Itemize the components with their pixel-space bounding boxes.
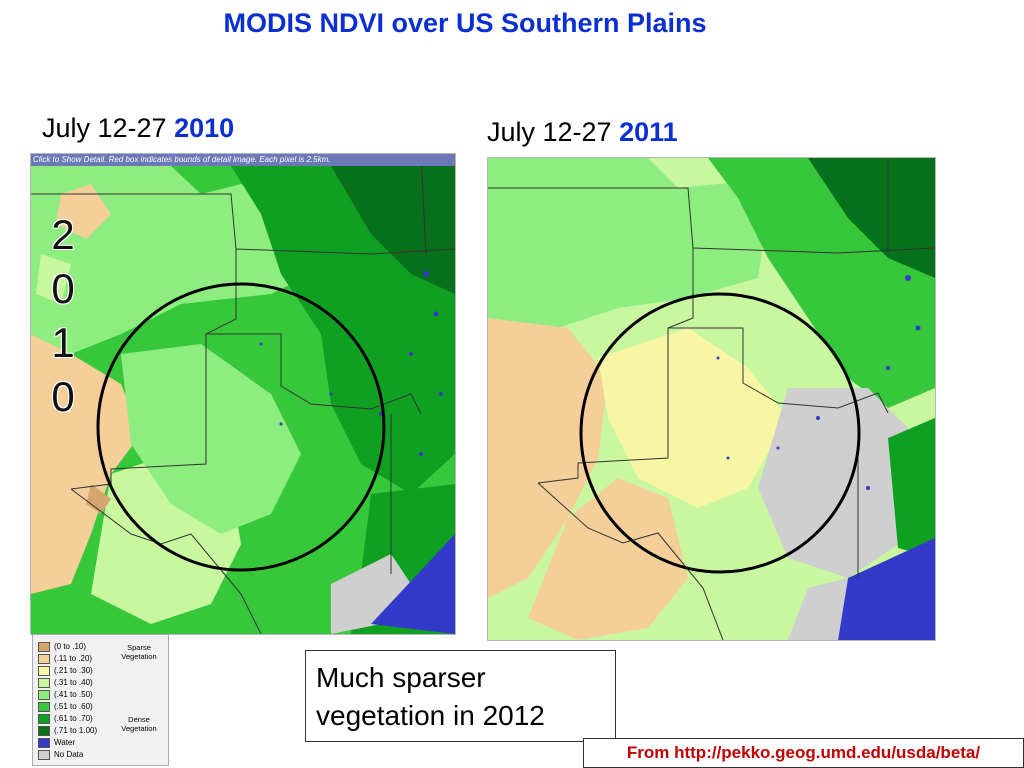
legend-item: No Data xyxy=(38,749,83,760)
legend-label: (.71 to 1.00) xyxy=(54,726,98,735)
ndvi-map-2010: Click to Show Detail. Red box indicates … xyxy=(30,153,456,635)
legend-label: (.61 to .70) xyxy=(54,714,93,723)
panel-date-2011: July 12-27 2011 xyxy=(487,117,678,148)
year-overlay-label: 2 0 1 0 xyxy=(46,208,80,424)
legend-swatch xyxy=(38,749,50,760)
legend-label: (.31 to .40) xyxy=(54,678,93,687)
legend-dense-label: Dense Vegetation xyxy=(121,715,157,733)
legend-item: (.11 to .20) xyxy=(38,653,92,664)
legend-item: (.51 to .60) xyxy=(38,701,93,712)
year-digit: 2 xyxy=(51,211,75,258)
legend-swatch xyxy=(38,737,50,748)
legend-swatch xyxy=(38,713,50,724)
panel-date-2010: July 12-27 2010 xyxy=(42,113,234,144)
legend-item: (.21 to .30) xyxy=(38,665,93,676)
legend-item: Water xyxy=(38,737,75,748)
legend-swatch xyxy=(38,725,50,736)
annotation-note: Much sparser vegetation in 2012 xyxy=(305,650,616,742)
date-range: July 12-27 xyxy=(42,113,167,143)
legend-label: (.11 to .20) xyxy=(54,654,93,663)
ndvi-legend: (0 to .10) (.11 to .20) (.21 to .30) (.31 t… xyxy=(32,634,169,766)
legend-label: (0 to .10) xyxy=(54,642,87,651)
legend-label: (.21 to .30) xyxy=(54,666,93,675)
map-caption-bar: Click to Show Detail. Red box indicates … xyxy=(31,154,455,166)
ndvi-map-2010-image xyxy=(31,154,455,634)
year-digit: 0 xyxy=(51,373,75,420)
legend-label: No Data xyxy=(54,750,84,759)
legend-swatch xyxy=(38,701,50,712)
legend-swatch xyxy=(38,665,50,676)
source-citation: From http://pekko.geog.umd.edu/usda/beta… xyxy=(583,738,1024,768)
legend-item: (.71 to 1.00) xyxy=(38,725,97,736)
ndvi-map-2011-image xyxy=(488,158,935,640)
ndvi-map-2011 xyxy=(487,157,936,641)
legend-swatch xyxy=(38,653,50,664)
year-digit: 0 xyxy=(51,265,75,312)
slide-title: MODIS NDVI over US Southern Plains xyxy=(223,8,707,38)
date-year: 2011 xyxy=(619,117,678,147)
year-digit: 1 xyxy=(51,319,75,366)
legend-swatch xyxy=(38,677,50,688)
legend-sparse-label: Sparse Vegetation xyxy=(121,643,157,661)
date-year: 2010 xyxy=(174,113,235,143)
legend-item: (.31 to .40) xyxy=(38,677,93,688)
legend-label: (.51 to .60) xyxy=(54,702,93,711)
legend-item: (.61 to .70) xyxy=(38,713,93,724)
date-range: July 12-27 xyxy=(487,117,612,147)
legend-swatch xyxy=(38,641,50,652)
legend-label: (.41 to .50) xyxy=(54,690,93,699)
legend-item: (.41 to .50) xyxy=(38,689,93,700)
legend-swatch xyxy=(38,689,50,700)
legend-item: (0 to .10) xyxy=(38,641,86,652)
legend-label: Water xyxy=(54,738,76,747)
